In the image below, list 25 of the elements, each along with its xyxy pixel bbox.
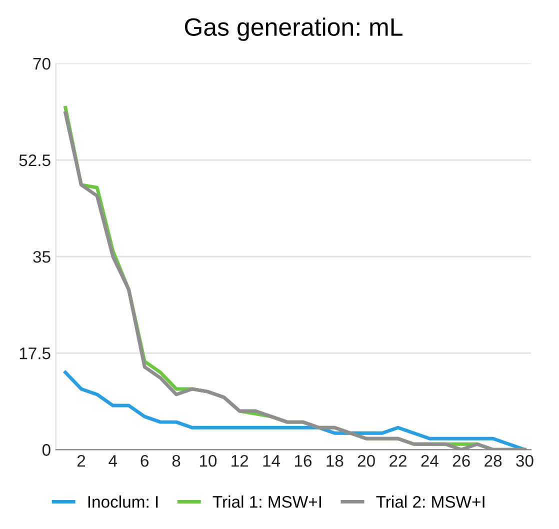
x-tick-label: 30 (516, 454, 534, 467)
x-tick-label: 18 (326, 454, 344, 467)
x-tick-label: 14 (263, 455, 280, 467)
y-tick-label: 0 (42, 444, 50, 456)
legend-label: Trial 2: MSW+I (376, 496, 484, 508)
y-tick-label: 17.5 (20, 348, 50, 360)
legend-label: Trial 1: MSW+I (212, 496, 321, 508)
chart-title: Gas generation: mL (184, 18, 402, 41)
y-tick-label: 35 (33, 250, 50, 263)
x-tick-label: 2 (77, 454, 86, 467)
x-tick-label: 12 (232, 454, 248, 467)
y-tick-label: 70 (33, 58, 50, 70)
y-tick-label: 52.5 (19, 154, 50, 166)
x-tick-label: 28 (484, 454, 502, 467)
x-tick-label: 22 (390, 454, 406, 467)
x-tick-label: 6 (140, 454, 148, 467)
x-tick-label: 24 (421, 454, 438, 467)
line-series (64, 370, 526, 450)
x-tick-label: 8 (172, 454, 180, 467)
x-tick-label: 10 (200, 454, 217, 467)
x-tick-label: 4 (108, 455, 118, 467)
x-tick-label: 16 (294, 454, 312, 467)
x-tick-label: 26 (452, 454, 470, 467)
legend-label: Inoclum: I (88, 496, 158, 508)
x-tick-label: 20 (358, 454, 375, 467)
